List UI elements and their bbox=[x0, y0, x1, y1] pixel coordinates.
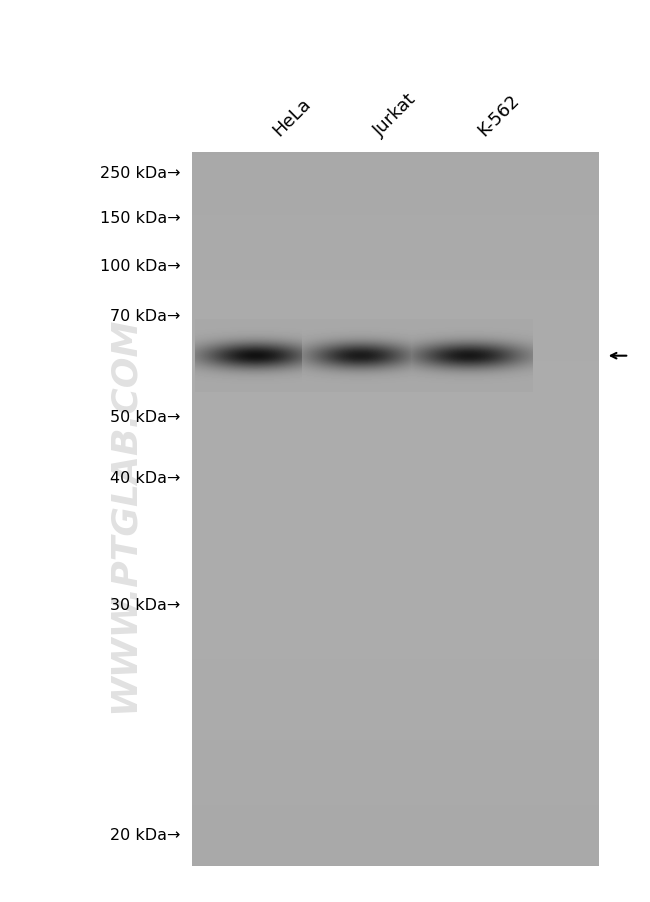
Text: 250 kDa→: 250 kDa→ bbox=[100, 166, 181, 180]
Text: WWW.PTGLAB.COM: WWW.PTGLAB.COM bbox=[107, 316, 140, 713]
Text: 70 kDa→: 70 kDa→ bbox=[111, 308, 181, 323]
Text: 100 kDa→: 100 kDa→ bbox=[100, 259, 181, 273]
Text: 20 kDa→: 20 kDa→ bbox=[111, 827, 181, 842]
Text: 30 kDa→: 30 kDa→ bbox=[111, 597, 181, 612]
Text: Jurkat: Jurkat bbox=[370, 90, 420, 140]
Text: K-562: K-562 bbox=[474, 91, 523, 140]
Text: 40 kDa→: 40 kDa→ bbox=[111, 471, 181, 485]
Text: HeLa: HeLa bbox=[270, 95, 315, 140]
Text: 150 kDa→: 150 kDa→ bbox=[100, 211, 181, 226]
Text: 50 kDa→: 50 kDa→ bbox=[111, 410, 181, 424]
